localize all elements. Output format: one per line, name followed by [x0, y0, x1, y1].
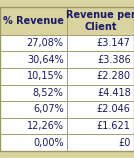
Text: 30,64%: 30,64% — [27, 55, 64, 65]
Bar — [0, 85, 67, 101]
Bar — [67, 134, 134, 151]
Bar — [67, 101, 134, 118]
Text: 0,00%: 0,00% — [33, 138, 64, 148]
Bar — [0, 35, 67, 51]
Bar — [0, 68, 67, 85]
Bar — [67, 35, 134, 51]
Text: £2.280: £2.280 — [97, 71, 131, 81]
Text: £0: £0 — [118, 138, 131, 148]
Text: £2.046: £2.046 — [97, 104, 131, 114]
Bar — [67, 51, 134, 68]
Bar — [67, 85, 134, 101]
Text: £4.418: £4.418 — [97, 88, 131, 98]
Bar — [0, 101, 67, 118]
Text: £3.147: £3.147 — [97, 38, 131, 48]
Text: Revenue per
Client: Revenue per Client — [66, 10, 134, 32]
Text: % Revenue: % Revenue — [3, 16, 64, 26]
Text: 10,15%: 10,15% — [27, 71, 64, 81]
Bar — [0, 51, 67, 68]
Bar — [0, 118, 67, 134]
Text: 6,07%: 6,07% — [33, 104, 64, 114]
Bar — [67, 7, 134, 35]
Text: £1.621: £1.621 — [97, 121, 131, 131]
Bar — [67, 118, 134, 134]
Bar — [0, 134, 67, 151]
Text: 12,26%: 12,26% — [27, 121, 64, 131]
Bar — [0, 7, 67, 35]
Text: 27,08%: 27,08% — [27, 38, 64, 48]
Text: 8,52%: 8,52% — [33, 88, 64, 98]
Bar — [67, 68, 134, 85]
Text: £3.386: £3.386 — [97, 55, 131, 65]
